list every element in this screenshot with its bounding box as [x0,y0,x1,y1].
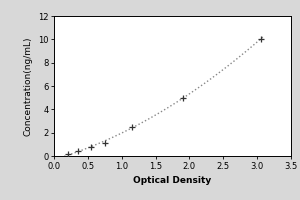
Y-axis label: Concentration(ng/mL): Concentration(ng/mL) [23,36,32,136]
X-axis label: Optical Density: Optical Density [134,176,212,185]
